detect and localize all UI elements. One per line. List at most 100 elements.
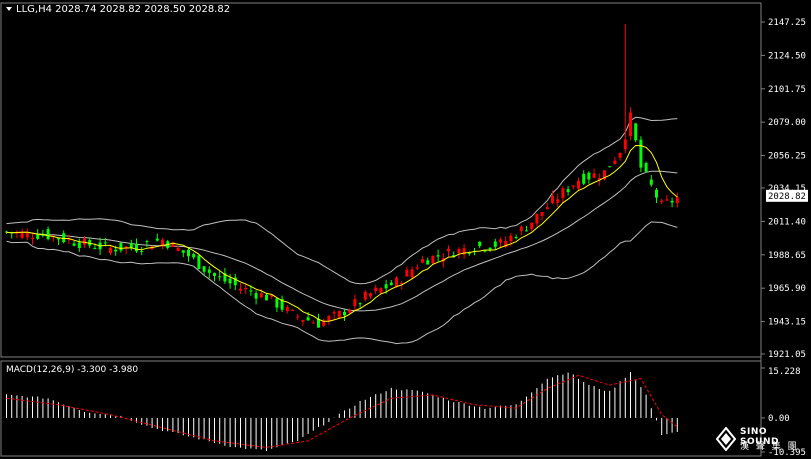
- candle-body: [478, 241, 482, 247]
- candle-body: [265, 294, 268, 301]
- candle-body: [561, 188, 565, 199]
- candle-body: [67, 239, 71, 241]
- candle-body: [374, 287, 378, 292]
- candle-body: [327, 316, 331, 322]
- candle-body: [249, 290, 253, 292]
- macd-histogram: [6, 372, 678, 451]
- candle-body: [181, 250, 185, 253]
- candle-body: [504, 240, 508, 247]
- logo-diamond-icon: [716, 427, 736, 451]
- price-tick-label: 1921.05: [768, 350, 806, 360]
- candle-body: [285, 307, 289, 312]
- candle-body: [317, 318, 320, 328]
- logo-name: SINO SOUND: [740, 427, 779, 447]
- candle-body: [176, 247, 180, 251]
- candle-body: [223, 273, 227, 282]
- candle-body: [436, 255, 440, 257]
- candle-body: [306, 317, 310, 321]
- candle-body: [629, 112, 632, 137]
- candle-body: [140, 250, 144, 252]
- candle-body: [291, 309, 294, 311]
- candle-body: [280, 299, 284, 310]
- candle-body: [62, 233, 66, 243]
- candle-body: [587, 172, 591, 180]
- candle-body: [109, 247, 112, 254]
- macd-tick-label: -10.395: [768, 448, 806, 458]
- ma-line: [6, 144, 678, 322]
- candle-body: [213, 273, 216, 276]
- candle-body: [202, 266, 206, 272]
- candle-body: [311, 322, 315, 324]
- candle-body: [410, 269, 414, 278]
- candle-body: [233, 277, 237, 286]
- candle-body: [145, 241, 149, 243]
- candle-body: [20, 231, 24, 238]
- candle-body: [161, 239, 164, 247]
- price-tick-label: 2101.75: [768, 85, 806, 95]
- candle-body: [244, 287, 248, 290]
- candle-body: [566, 189, 570, 193]
- price-tick-label: 2011.40: [768, 217, 806, 227]
- candle-body: [675, 197, 679, 204]
- candle-body: [389, 282, 393, 286]
- candle-body: [577, 180, 580, 189]
- macd-axis: 15.228 0.00 -10.395: [761, 367, 806, 458]
- candle-body: [93, 247, 97, 249]
- candle-body: [639, 139, 643, 168]
- symbol-label: LLG,H4: [16, 4, 52, 15]
- macd-tick-label: 0.00: [768, 414, 790, 424]
- candle-body: [207, 269, 211, 273]
- candle-body: [556, 199, 560, 203]
- bollinger-lower: [6, 221, 678, 345]
- candle-body: [426, 260, 430, 265]
- candle-body: [103, 242, 107, 244]
- candle-body: [114, 249, 118, 252]
- candle-body: [5, 231, 8, 233]
- candle-body: [322, 320, 326, 326]
- candle-body: [525, 230, 528, 232]
- macd-signal-line: [6, 374, 678, 448]
- candle-body: [457, 248, 461, 254]
- candle-body: [228, 278, 232, 284]
- candle-body: [415, 267, 419, 269]
- candle-body: [72, 243, 76, 246]
- price-tick-label: 1965.90: [768, 284, 806, 294]
- candle-body: [670, 200, 674, 203]
- price-tick-label: 2056.25: [768, 152, 806, 162]
- candle-body: [514, 236, 518, 239]
- candle-body: [395, 277, 398, 287]
- candle-body: [36, 234, 40, 239]
- candle-body: [129, 243, 133, 248]
- candle-body: [337, 310, 341, 318]
- candle-body: [488, 247, 492, 250]
- candle-body: [192, 254, 196, 258]
- candle-body: [421, 259, 424, 263]
- dropdown-triangle-icon[interactable]: [6, 7, 12, 11]
- candle-body: [509, 235, 513, 242]
- candle-body: [452, 255, 456, 258]
- price-tick-label: 2124.50: [768, 51, 806, 61]
- candle-body: [254, 293, 258, 299]
- chart-header[interactable]: LLG,H4 2028.74 2028.82 2028.50 2028.82: [6, 4, 230, 15]
- logo-subtitle: 漢 聲 集 團: [740, 442, 799, 452]
- candle-body: [592, 173, 596, 178]
- price-tick-label: 2079.00: [768, 118, 806, 128]
- candle-body: [171, 242, 175, 248]
- candle-body: [363, 291, 367, 300]
- price-tick-label: 1988.65: [768, 251, 806, 261]
- current-price-box: [766, 189, 808, 202]
- candle-body: [296, 316, 300, 318]
- price-tick-label: 2147.25: [768, 18, 806, 28]
- candle-body: [655, 189, 658, 198]
- candle-body: [155, 238, 159, 241]
- candle-body: [384, 284, 388, 289]
- candle-body: [348, 310, 352, 313]
- candle-body: [358, 303, 362, 305]
- macd-tick-label: 15.228: [768, 367, 801, 377]
- candle-body: [447, 248, 450, 252]
- candle-body: [218, 276, 222, 278]
- candle-body: [119, 242, 123, 251]
- price-panel-border: [0, 2, 762, 358]
- candle-body: [332, 312, 336, 314]
